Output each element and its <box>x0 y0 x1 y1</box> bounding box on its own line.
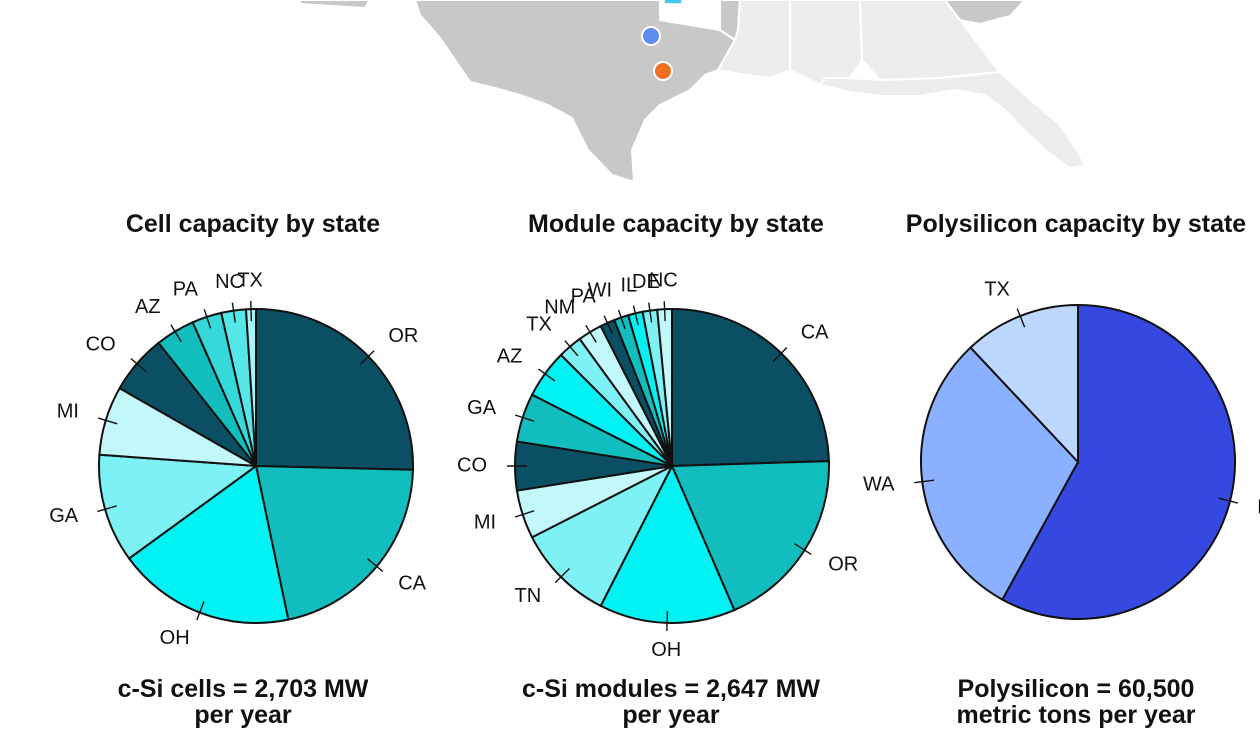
pie-module-leader-nm <box>585 324 597 343</box>
pie-module-leader-or <box>794 543 812 556</box>
pie-polysilicon-label-mi: MI <box>1257 496 1260 518</box>
pie-module-leader-il <box>632 305 639 326</box>
pie-cell-label-or: OR <box>388 325 418 347</box>
pie-cell-leader-pa <box>203 309 212 329</box>
pie-cell-label-ga: GA <box>49 505 79 527</box>
cell-facility-marker <box>641 26 661 46</box>
pie-module-label-tn: TN <box>515 585 542 607</box>
pie-cell-label-pa: PA <box>173 279 199 301</box>
pie-module-label-ga: GA <box>467 397 497 419</box>
us-map <box>299 0 1087 184</box>
pie-module-label-de: DE <box>632 271 660 293</box>
pie-cell-label-co: CO <box>86 334 116 356</box>
pie-cell-leader-tx <box>250 301 253 322</box>
pie-cell-leader-ca <box>367 558 384 573</box>
pie-module-leader-nc <box>663 301 666 322</box>
summary-cell: c-Si cells = 2,703 MW per year <box>83 676 403 728</box>
pie-cell-leader-mi <box>97 417 118 425</box>
pie-polysilicon-leader-mi <box>1218 497 1238 504</box>
summary-module-line2: per year <box>622 701 720 729</box>
pie-module-leader-wi <box>617 309 626 330</box>
pie-module-leader-az <box>538 368 556 382</box>
pie-module-label-nm: NM <box>544 297 575 319</box>
summary-module-line1: c-Si modules = 2,647 MW <box>521 675 820 703</box>
pie-module-label-or: OR <box>828 553 858 575</box>
summary-cell-line2: per year <box>194 701 292 729</box>
pie-cell-label-nc: NC <box>215 271 244 293</box>
pie-polysilicon: MI WA TX <box>863 278 1260 620</box>
pie-module-leader-de <box>648 302 653 323</box>
pie-module-label-mi: MI <box>474 511 496 533</box>
map-state-florida <box>818 70 1087 170</box>
pie-module-label-nc: NC <box>649 269 678 291</box>
pie-polysilicon-leader-wa <box>914 479 935 484</box>
pie-cell-label-ca: CA <box>398 573 426 595</box>
pie-module-leader-tx <box>564 340 579 357</box>
pie-module-leader-oh <box>666 610 669 631</box>
pie-cell-leader-nc <box>231 302 236 323</box>
pie-module-label-tx: TX <box>526 314 552 336</box>
map-states <box>299 0 1087 184</box>
pie-module-label-oh: OH <box>651 639 681 661</box>
pie-cell-label-az: AZ <box>135 296 161 318</box>
polysilicon-facility-marker <box>663 0 683 5</box>
pie-polysilicon-label-tx: TX <box>984 278 1010 300</box>
pie-module-leader-mi <box>514 510 535 518</box>
pie-polysilicon-leader-tx <box>1016 308 1026 328</box>
pie-cell-leader-or <box>359 350 375 366</box>
pie-cell-leader-co <box>130 357 147 373</box>
pie-polysilicon-label-wa: WA <box>863 473 895 495</box>
pie-cell-label-mi: MI <box>57 400 79 422</box>
pie-module-label-wi: WI <box>588 279 612 301</box>
chart-title-cell: Cell capacity by state <box>125 210 381 238</box>
pie-module-label-pa: PA <box>571 286 597 308</box>
pie-cell-leader-az <box>170 324 182 343</box>
pie-cell-label-tx: TX <box>237 269 263 291</box>
summary-polysilicon-line1: Polysilicon = 60,500 <box>957 675 1195 703</box>
summary-polysilicon: Polysilicon = 60,500 metric tons per yea… <box>906 676 1246 728</box>
pie-module-label-il: IL <box>620 274 637 296</box>
module-facility-marker <box>653 61 673 81</box>
pie-cell-leader-oh <box>196 601 205 621</box>
map-state-ok-edge <box>299 0 372 10</box>
pie-cell-label-oh: OH <box>160 627 190 649</box>
summary-module: c-Si modules = 2,647 MW per year <box>486 676 856 728</box>
map-state-carolina <box>943 0 1027 26</box>
chart-title-module: Module capacity by state <box>528 210 824 238</box>
pie-module-leader-tn <box>554 568 570 584</box>
summary-polysilicon-line2: metric tons per year <box>956 701 1196 729</box>
pie-module-leader-ca <box>772 347 788 363</box>
pie-cell-leader-ga <box>97 505 117 513</box>
chart-title-polysilicon: Polysilicon capacity by state <box>905 210 1247 238</box>
summary-cell-line1: c-Si cells = 2,703 MW <box>117 675 369 703</box>
pie-module-label-ca: CA <box>801 321 829 343</box>
pie-module-label-az: AZ <box>497 346 523 368</box>
pie-module-label-co: CO <box>457 454 487 476</box>
pie-module-leader-pa <box>603 315 613 335</box>
pie-module-leader-ga <box>514 414 535 422</box>
